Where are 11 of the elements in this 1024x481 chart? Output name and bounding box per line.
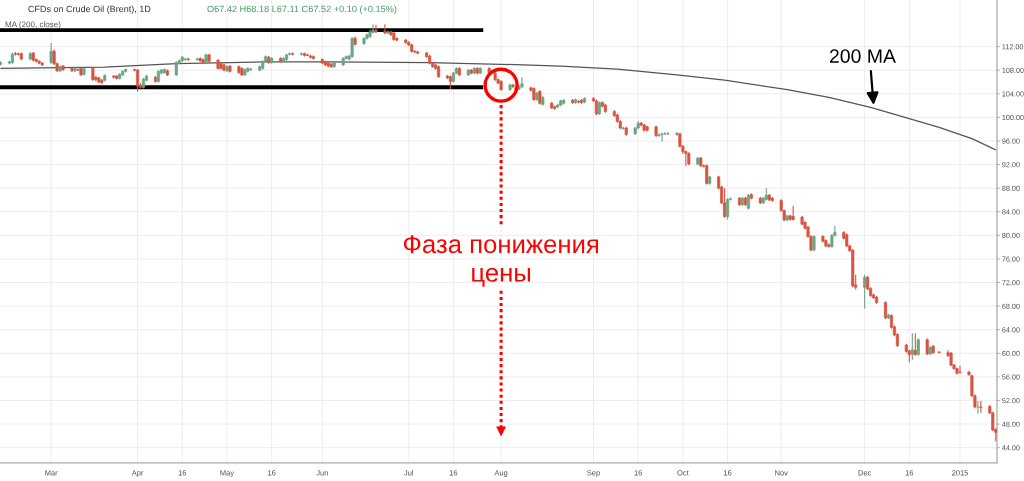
annotation: O67.42 H68.18 L67.11 C67.52 +0.10 (+0.15%): [207, 5, 397, 14]
candlestick: [371, 23, 375, 35]
candlestick: [657, 132, 661, 138]
ref-line-label: Фаза понижения цены: [403, 235, 599, 287]
candlestick: [675, 131, 679, 137]
candlestick: [374, 24, 378, 34]
annotation: 200 MA: [829, 49, 896, 63]
text: MA (200, close): [5, 21, 61, 29]
candlestick: [979, 400, 983, 414]
line-series: [0, 61, 997, 151]
text: CFDs on Crude Oil (Brent), 1D: [28, 5, 151, 14]
